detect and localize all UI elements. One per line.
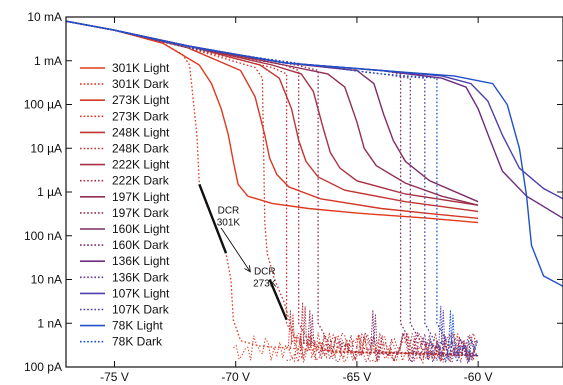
legend: 301K Light 301K Dark 273K Light 273K Dark 24… [80, 61, 170, 349]
y-tick-label-100-pa: 100 pA [24, 360, 62, 374]
noise-floor-107k-dark [424, 336, 478, 360]
y-tick-label-10-a: 10 µA [30, 141, 62, 155]
y-tick-label-10-na: 10 nA [31, 273, 62, 287]
noise-burst-1 [287, 310, 295, 347]
noise-burst-4 [370, 310, 378, 347]
dcr-segment-2 [268, 279, 288, 321]
legend-label-107k-dark: 107K Dark [112, 303, 170, 317]
x-tick-label-70-v: -70 V [221, 370, 250, 384]
y-tick-label-1-na: 1 nA [37, 316, 62, 330]
x-tick-label-75-v: -75 V [100, 370, 129, 384]
y-tick-label-1-a: 1 µA [37, 185, 62, 199]
y-tick-label-10-ma: 10 mA [27, 10, 62, 24]
dcr-label-1-line-1: DCR [218, 206, 240, 217]
legend-label-222k-light: 222K Light [112, 158, 170, 172]
noise-burst-5 [438, 305, 446, 347]
dcr-segment-1 [198, 183, 228, 254]
series-line-222k-dark [65, 20, 479, 357]
legend-label-273k-dark: 273K Dark [112, 109, 170, 123]
series-line-273k-light [65, 20, 479, 219]
series-line-273k-dark [65, 20, 479, 357]
legend-label-301k-dark: 301K Dark [112, 77, 170, 91]
dcr-label-2-line-2: 273K [253, 279, 277, 290]
dcr-arrow-head [244, 265, 251, 273]
y-tick-label-100-a: 100 µA [24, 98, 62, 112]
series-line-197k-dark [65, 20, 479, 357]
legend-label-273k-light: 273K Light [112, 93, 170, 107]
legend-label-136k-light: 136K Light [112, 254, 170, 268]
noise-floor-301k-dark [233, 332, 479, 363]
legend-label-248k-light: 248K Light [112, 125, 170, 139]
noise-floor-248k-dark [286, 332, 477, 364]
dcr-label-2-line-1: DCR [254, 267, 276, 278]
y-tick-label-100-na: 100 nA [24, 229, 62, 243]
legend-label-107k-light: 107K Light [112, 286, 170, 300]
legend-label-78k-light: 78K Light [112, 319, 163, 333]
series-line-136k-dark [65, 20, 479, 357]
x-tick-label-60-v: -60 V [464, 370, 493, 384]
y-tick-label-1-ma: 1 mA [34, 54, 62, 68]
legend-label-78k-dark: 78K Dark [112, 335, 163, 349]
legend-label-160k-dark: 160K Dark [112, 238, 170, 252]
dcr-arrow-shaft [220, 227, 251, 273]
series-line-248k-dark [65, 20, 479, 357]
legend-label-197k-dark: 197K Dark [112, 206, 170, 220]
legend-label-136k-dark: 136K Dark [112, 270, 170, 284]
legend-label-222k-dark: 222K Dark [112, 174, 170, 188]
legend-label-248k-dark: 248K Dark [112, 142, 170, 156]
noise-burst-2 [300, 302, 308, 347]
dcr-label-1-line-2: 301K [217, 218, 241, 229]
series-line-160k-dark [65, 20, 479, 357]
noise-burst-6 [447, 310, 455, 347]
series-line-78k-light [65, 20, 563, 287]
legend-label-160k-light: 160K Light [112, 222, 170, 236]
noise-floor-160k-dark [400, 331, 477, 365]
series-line-78k-dark [65, 20, 479, 357]
series-line-301k-light [65, 20, 479, 224]
axis-layer: 10 mA 1 mA 100 µA 10 µA 1 µA 100 nA 10 nA 1 nA 1… [24, 10, 563, 384]
series-layer [65, 20, 563, 357]
x-tick-label-65-v: -65 V [343, 370, 372, 384]
series-line-301k-dark [65, 20, 479, 357]
legend-label-197k-light: 197K Light [112, 190, 170, 204]
legend-label-301k-light: 301K Light [112, 61, 170, 75]
noise-burst-3 [307, 310, 315, 347]
noise-layer [233, 302, 479, 365]
